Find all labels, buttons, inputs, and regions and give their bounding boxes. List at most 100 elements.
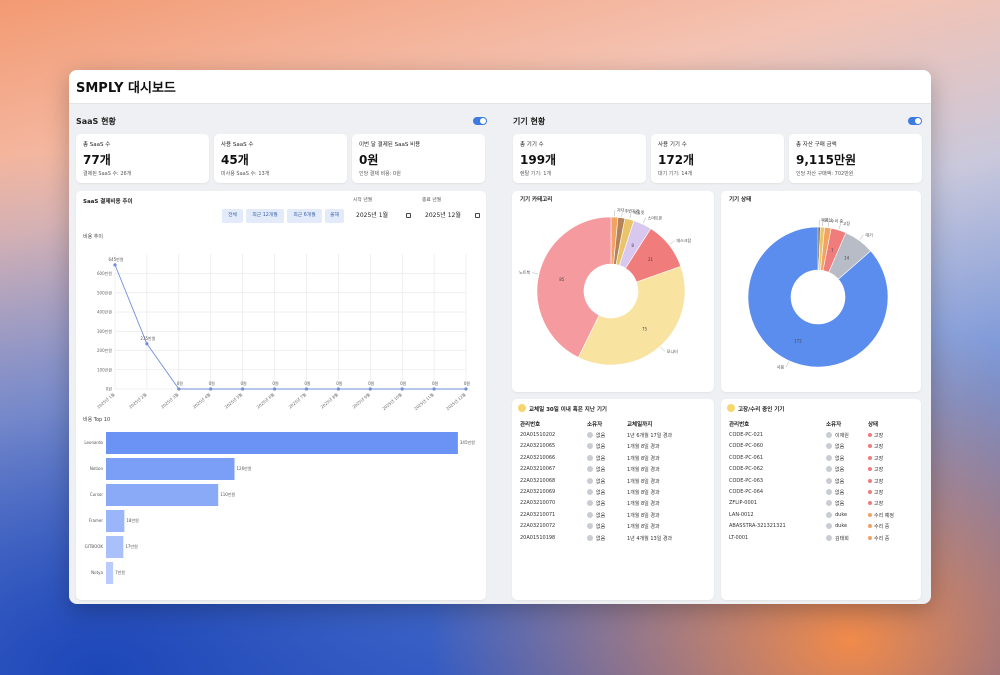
y-tick-label: Notya <box>91 570 103 575</box>
bar <box>106 510 125 532</box>
x-tick-label: 2025년 10월 <box>381 391 403 411</box>
card-sub: 인당 결제 비용: 0원 <box>359 171 401 177</box>
point <box>400 387 404 391</box>
filter-button[interactable]: 최근 6개월 <box>287 209 322 223</box>
bar <box>106 458 235 480</box>
slice-value: 21 <box>648 257 654 262</box>
filter-button[interactable]: 최근 12개월 <box>246 209 284 223</box>
leader-line <box>838 223 841 230</box>
slice-value: 75 <box>642 326 648 331</box>
bar <box>106 536 124 558</box>
table-cell: 고장 <box>874 490 884 496</box>
trend-chart: 비용 추이 0원 100만원 200만원 300만원 400만원 500만원 600만원 202… <box>83 233 475 584</box>
status-icon <box>868 490 872 494</box>
slice-label: 데스크탑 <box>676 237 691 243</box>
x-tick-label: 2025년 8월 <box>319 391 339 410</box>
column-header: 상태 <box>868 422 879 428</box>
avatar <box>587 432 593 438</box>
column-header: 소유자 <box>587 422 603 428</box>
card-label: 사용 기기 수 <box>658 142 687 148</box>
value-label: 235만원 <box>140 335 155 341</box>
y-tick-label: Notion <box>90 466 104 471</box>
avatar <box>826 454 832 461</box>
x-tick-label: 2025년 2월 <box>127 391 147 410</box>
table-cell: CODE-PC-062 <box>729 466 764 473</box>
dashboard-title: SMPLY 대시보드 <box>76 81 176 96</box>
table-cell: 1개월 8일 경과 <box>627 512 660 519</box>
avatar <box>826 523 832 530</box>
toggle[interactable] <box>473 117 487 125</box>
avatar <box>826 500 832 507</box>
table-cell: 고장 <box>874 444 884 451</box>
stat-card: 사용 기기 수 172개 대기 기기: 14개 <box>651 134 784 183</box>
table-cell: 없음 <box>596 467 606 474</box>
section-title: SaaS 현황 <box>76 117 116 126</box>
value-label: 110만원 <box>220 491 235 497</box>
x-tick-label: 2025년 11월 <box>413 391 435 411</box>
point <box>368 387 372 391</box>
date-label: 종료 년월 <box>422 198 442 203</box>
card-label: 사용 SaaS 수 <box>221 142 254 148</box>
pie-panel: 기기 상태 폐기 분실 수리 중 고장 7 대기 14 사용 172 <box>721 191 921 392</box>
date-input[interactable]: 2025년 1월 <box>353 209 413 223</box>
value-label: 18만원 <box>126 517 139 523</box>
leader-line <box>660 346 665 352</box>
leader-line <box>859 234 864 240</box>
pie-panel: 기기 카테고리 기타 주변기기 태블릿 스마트폰 8 데스크탑 21 모니터 75 노트북 85 <box>512 191 714 392</box>
value-label: 645만원 <box>109 256 124 262</box>
slice-label: 기타 <box>617 207 625 213</box>
point <box>464 387 468 391</box>
status-icon <box>868 455 872 460</box>
value-label: 0원 <box>368 380 375 386</box>
table-cell: 1개월 8일 경과 <box>627 467 660 474</box>
card-sub: 미사용 SaaS 수: 13개 <box>221 171 270 177</box>
status-icon <box>868 433 872 437</box>
chart-title: 기기 상태 <box>729 195 751 203</box>
avatar <box>826 534 832 541</box>
table-cell: 1개월 8일 경과 <box>627 501 660 508</box>
y-tick-label: GITBOOK <box>85 544 104 549</box>
stat-card: 총 기기 수 199개 렌탈 기기: 1개 <box>513 134 646 183</box>
slice-value: 14 <box>844 255 850 260</box>
toggle[interactable] <box>908 117 922 125</box>
point <box>336 387 340 391</box>
table-cell: 없음 <box>596 524 606 531</box>
pie-slice <box>577 265 686 366</box>
y-tick-label: 0원 <box>106 386 113 392</box>
point <box>304 387 309 391</box>
avatar <box>826 466 832 473</box>
date-input[interactable]: 2025년 12월 <box>422 209 482 223</box>
trend-panel: 비용 추이 0원 100만원 200만원 300만원 400만원 500만원 600만원 202… <box>76 191 486 600</box>
slice-label: 주변기기 <box>624 207 639 213</box>
value-label: 345만원 <box>460 439 475 445</box>
avatar <box>587 454 593 461</box>
filter-button[interactable]: 전체 <box>222 209 243 223</box>
value-label: 17만원 <box>125 543 138 549</box>
table-cell: 1년 6개월 17일 경과 <box>627 433 673 439</box>
card-sub: 인당 자산 구매액: 702만원 <box>796 171 854 177</box>
slice-label: 태블릿 <box>633 209 644 215</box>
filter-button[interactable]: 올해 <box>325 209 344 223</box>
leader-line <box>785 361 789 368</box>
point <box>209 387 213 391</box>
x-tick-label: 2025년 5월 <box>223 391 243 410</box>
table-cell: 없음 <box>596 444 606 451</box>
table-cell: 이재원 <box>835 433 849 439</box>
table-cell: LT-0001 <box>729 534 749 541</box>
table-cell: CODE-PC-021 <box>729 432 764 438</box>
avatar <box>587 500 593 507</box>
column-header: 교체일까지 <box>627 422 653 428</box>
table-cell: ABASSTRA-321321321 <box>729 523 786 530</box>
card-value: 45개 <box>221 153 249 167</box>
table-cell: 22A03210069 <box>520 489 556 495</box>
date-value: 2025년 12월 <box>425 212 461 219</box>
table-cell: 20A01510198 <box>520 534 556 541</box>
x-tick-label: 2025년 9월 <box>351 391 371 410</box>
slice-value: 172 <box>794 339 802 344</box>
card-label: 총 자산 구매 금액 <box>796 142 837 148</box>
avatar <box>826 489 832 495</box>
y-tick-label: Framer <box>89 518 103 523</box>
column-header: 관리번호 <box>520 422 541 428</box>
